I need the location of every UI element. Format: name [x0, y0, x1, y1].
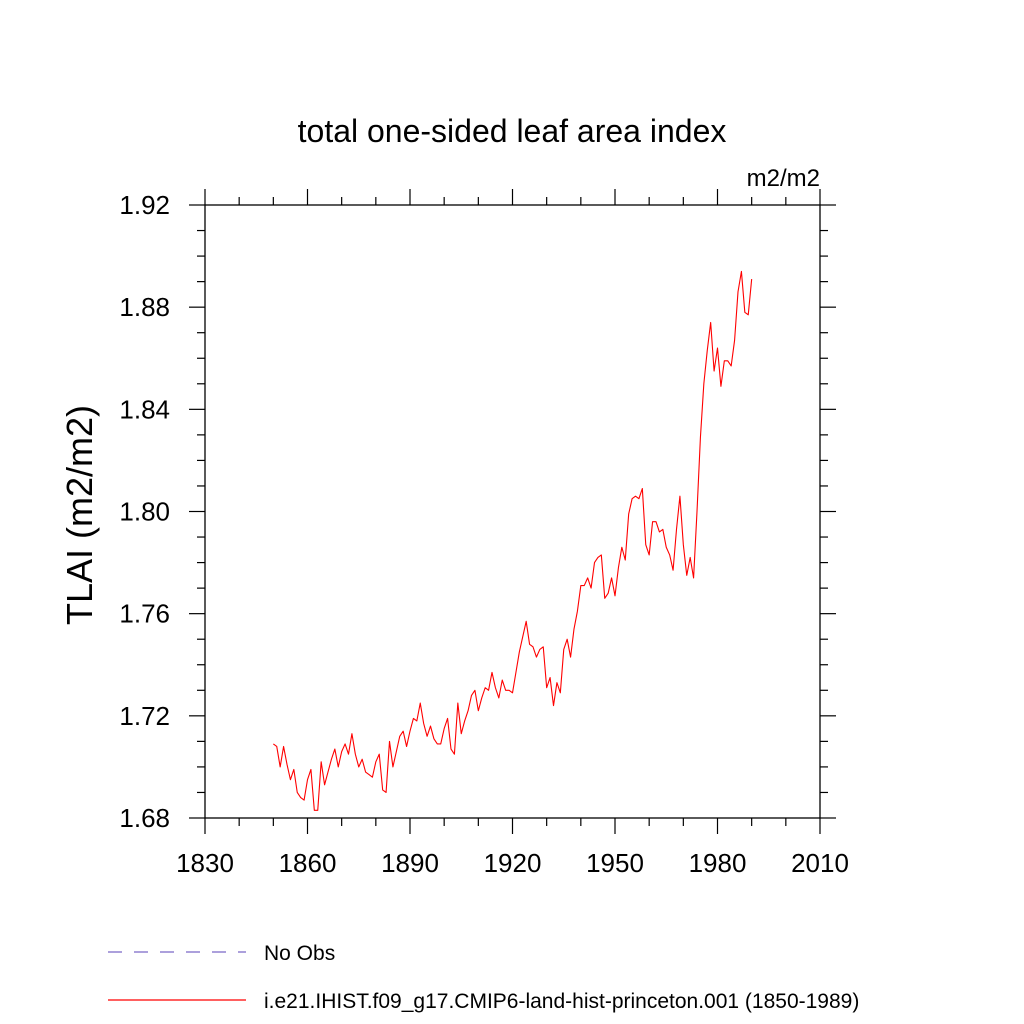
x-tick-label: 1980 [689, 848, 747, 878]
x-tick-label: 1950 [586, 848, 644, 878]
legend-label-no-obs: No Obs [264, 942, 335, 965]
y-tick-label: 1.92 [119, 190, 170, 220]
x-tick-label: 1920 [484, 848, 542, 878]
y-tick-label: 1.84 [119, 394, 170, 424]
chart-title: total one-sided leaf area index [298, 113, 727, 149]
plot-frame [204, 204, 821, 819]
series-layer [273, 270, 753, 811]
y-tick-label: 1.72 [119, 701, 170, 731]
x-tick-label: 1890 [381, 848, 439, 878]
legend-label-model: i.e21.IHIST.f09_g17.CMIP6-land-hist-prin… [264, 990, 859, 1013]
y-tick-label: 1.88 [119, 292, 170, 322]
y-tick-label: 1.68 [119, 803, 170, 833]
y-tick-label: 1.76 [119, 599, 170, 629]
axis-ticks [189, 189, 836, 834]
legend: No Obs i.e21.IHIST.f09_g17.CMIP6-land-hi… [108, 942, 859, 1013]
x-tick-label: 1830 [176, 848, 234, 878]
tick-labels: 1830 1860 1890 1920 1950 1980 2010 1.68 1.72 1.76… [119, 190, 849, 878]
x-tick-label: 2010 [791, 848, 849, 878]
units-label: m2/m2 [747, 165, 820, 192]
y-axis-label: TLAI (m2/m2) [59, 405, 100, 625]
y-tick-label: 1.80 [119, 497, 170, 527]
x-tick-label: 1860 [279, 848, 337, 878]
series-line-0 [273, 270, 753, 811]
